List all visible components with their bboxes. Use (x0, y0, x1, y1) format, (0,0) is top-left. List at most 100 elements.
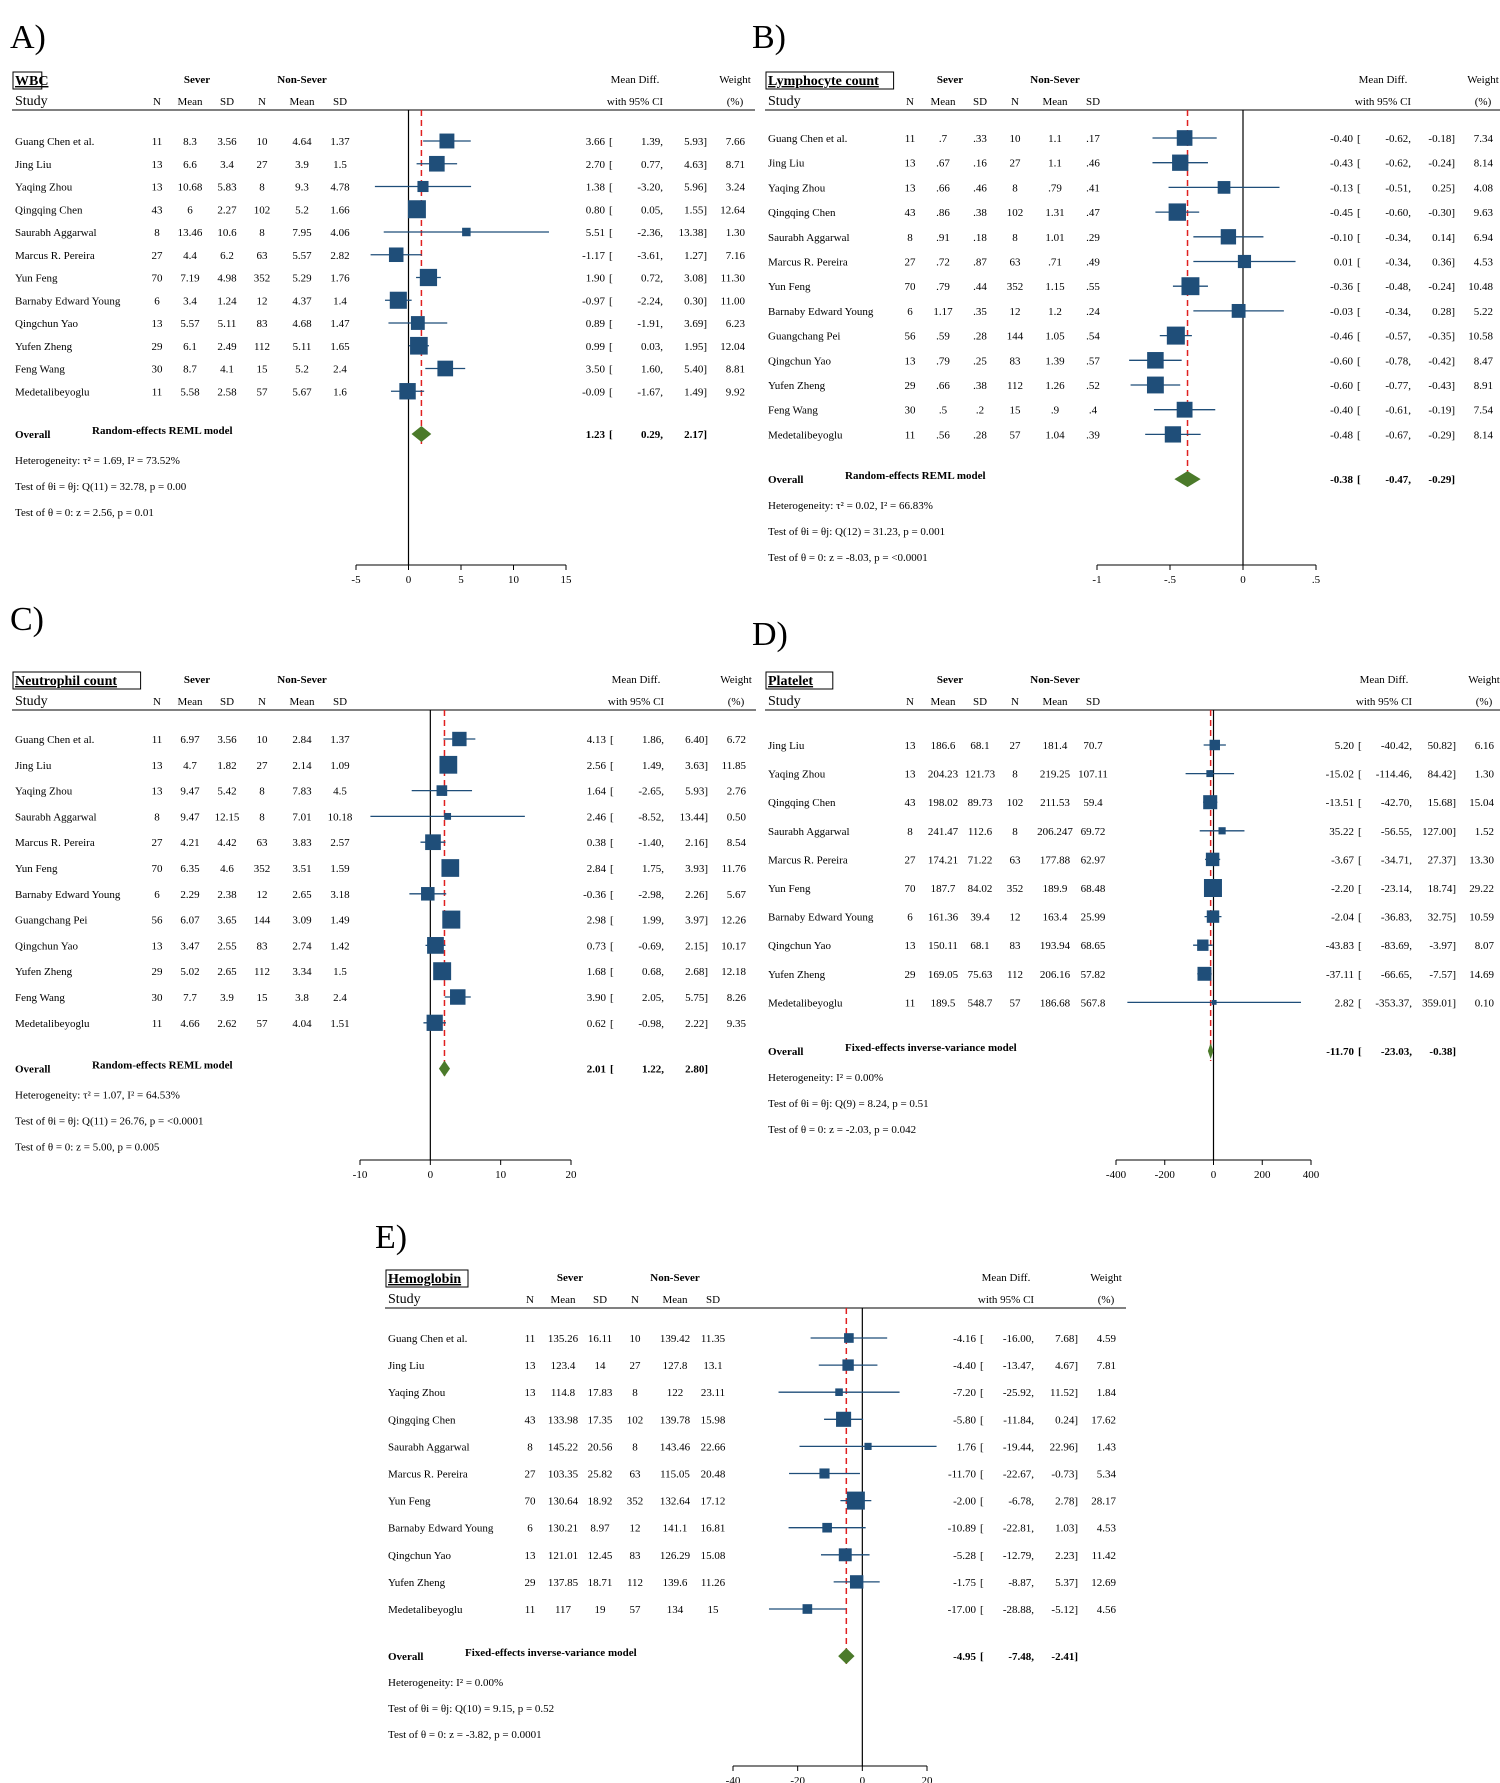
study-name: Marcus R. Pereira (768, 854, 848, 866)
ci-lower: 1.39, (641, 136, 663, 148)
ci-lower: 0.68, (642, 966, 664, 978)
effect-square (389, 291, 407, 309)
header-col-2: SD (593, 1294, 607, 1306)
stats-line-0: Heterogeneity: I² = 0.00% (768, 1072, 883, 1084)
ci-lower: -11.84, (1003, 1414, 1034, 1426)
ci-lower: -0.78, (1385, 355, 1411, 367)
header-sever: Sever (937, 74, 963, 86)
ci-upper: 0.25] (1432, 182, 1455, 194)
ci-upper: 84.42] (1428, 769, 1456, 781)
ci-upper: -0.43] (1428, 380, 1455, 392)
header-col-0: N (153, 696, 161, 708)
header-weight-pct: (%) (1475, 96, 1492, 108)
study-row: Yaqing Zhou 13 114.8 17.83 8 122 23.11 -7.20 [-2… (388, 1387, 1117, 1399)
mean-diff-value: 1.90 (586, 273, 606, 285)
study-row: Medetalibeyoglu 11 117 19 57 134 15 -17.00[-28.… (388, 1604, 1117, 1616)
ci-bracket: [ (609, 364, 613, 376)
sever-mean: 7.19 (180, 273, 200, 285)
overall-model: Fixed-effects inverse-variance model (845, 1042, 1017, 1054)
non-sever-sd: 11.35 (701, 1333, 726, 1345)
panel-label: D) (752, 616, 788, 653)
study-name: Yaqing Zhou (15, 786, 73, 798)
ci-bracket: [ (980, 1523, 984, 1535)
sever-n: 29 (152, 341, 164, 353)
ci-upper: -0.24] (1428, 158, 1455, 170)
non-sever-mean: 132.64 (660, 1496, 691, 1508)
sever-mean: 9.47 (180, 786, 200, 798)
weight-value: 5.67 (727, 889, 747, 901)
ci-lower: -3.61, (637, 250, 663, 262)
study-row: Saurabh Aggarwal 8 241.47 112.6 8 206.247 69.7… (768, 826, 1494, 838)
non-sever-n: 102 (627, 1414, 644, 1426)
ci-bracket: [ (609, 250, 613, 262)
mean-diff-value: 2.82 (1335, 997, 1354, 1009)
weight-value: 0.50 (727, 811, 747, 823)
effect-square (1181, 277, 1200, 296)
stats-line-1: Test of θi = θj: Q(11) = 26.76, p = <0.0… (15, 1116, 203, 1128)
ci-upper: -0.42] (1428, 355, 1455, 367)
study-name: Jing Liu (388, 1360, 425, 1372)
non-sever-n: 63 (1010, 257, 1022, 269)
sever-n: 13 (525, 1360, 537, 1372)
sever-mean: .59 (936, 331, 950, 343)
effect-square (1176, 130, 1193, 146)
weight-value: 10.17 (721, 940, 746, 952)
header-col-3: N (1011, 696, 1019, 708)
non-sever-n: 83 (1010, 940, 1022, 952)
non-sever-sd: .41 (1086, 182, 1100, 194)
header-non-sever: Non-Sever (650, 1272, 700, 1284)
sever-mean: 204.23 (928, 769, 959, 781)
mean-diff-value: -0.40 (1330, 405, 1353, 417)
non-sever-sd: 15.98 (701, 1414, 726, 1426)
ci-bracket: [ (609, 341, 613, 353)
mean-diff-value: 0.99 (586, 341, 606, 353)
ci-bracket: [ (609, 318, 613, 330)
sever-sd: 12.15 (215, 811, 240, 823)
effect-square (439, 133, 455, 149)
effect-square (1218, 827, 1226, 835)
ci-bracket: [ (980, 1550, 984, 1562)
header-col-3: N (631, 1294, 639, 1306)
panel-title: Platelet (768, 674, 813, 689)
non-sever-sd: 25.99 (1081, 912, 1106, 924)
weight-value: 7.54 (1474, 405, 1494, 417)
effect-square (1237, 254, 1252, 269)
study-name: Yun Feng (15, 273, 58, 285)
sever-n: 30 (152, 992, 164, 1004)
non-sever-sd: 1.5 (333, 159, 347, 171)
non-sever-mean: 3.8 (295, 992, 309, 1004)
study-row: Saurabh Aggarwal 8 13.46 10.6 8 7.95 4.06 5.51 [… (15, 227, 746, 239)
ci-lower: -16.00, (1003, 1333, 1034, 1345)
effect-square (1231, 303, 1246, 318)
ci-upper: 32.75] (1428, 912, 1456, 924)
header-col-4: Mean (662, 1294, 688, 1306)
weight-value: 12.18 (721, 966, 746, 978)
non-sever-sd: .29 (1086, 232, 1100, 244)
stats-line-1: Test of θi = θj: Q(9) = 8.24, p = 0.51 (768, 1098, 929, 1110)
study-row: Medetalibeyoglu 11 5.58 2.58 57 5.67 1.6 -0.09 [… (15, 383, 745, 400)
effect-square (1166, 326, 1185, 345)
sever-mean: 4.4 (183, 250, 197, 262)
weight-value: 5.34 (1097, 1469, 1117, 1481)
header-study: Study (15, 94, 48, 109)
sever-mean: 3.47 (180, 940, 200, 952)
sever-sd: .33 (973, 133, 987, 145)
effect-square (388, 247, 404, 263)
ci-lower: -2.24, (637, 295, 663, 307)
mean-diff-value: 3.50 (586, 364, 606, 376)
study-name: Saurabh Aggarwal (388, 1441, 470, 1453)
study-row: Marcus R. Pereira 27 .72 .87 63 .71 .49 0.01 [-0… (768, 254, 1494, 269)
sever-n: 29 (152, 966, 164, 978)
non-sever-mean: 143.46 (660, 1441, 691, 1453)
sever-sd: 39.4 (970, 912, 990, 924)
effect-square (849, 1575, 864, 1589)
sever-mean: 169.05 (928, 969, 959, 981)
sever-mean: 5.58 (180, 386, 200, 398)
study-name: Jing Liu (15, 760, 52, 772)
overall-label: Overall (15, 429, 50, 441)
effect-square (1206, 910, 1220, 923)
x-axis: -10 0 10 20 (353, 1159, 577, 1181)
study-name: Medetalibeyoglu (15, 1018, 90, 1030)
header-col-0: N (906, 96, 914, 108)
non-sever-n: 63 (630, 1469, 642, 1481)
